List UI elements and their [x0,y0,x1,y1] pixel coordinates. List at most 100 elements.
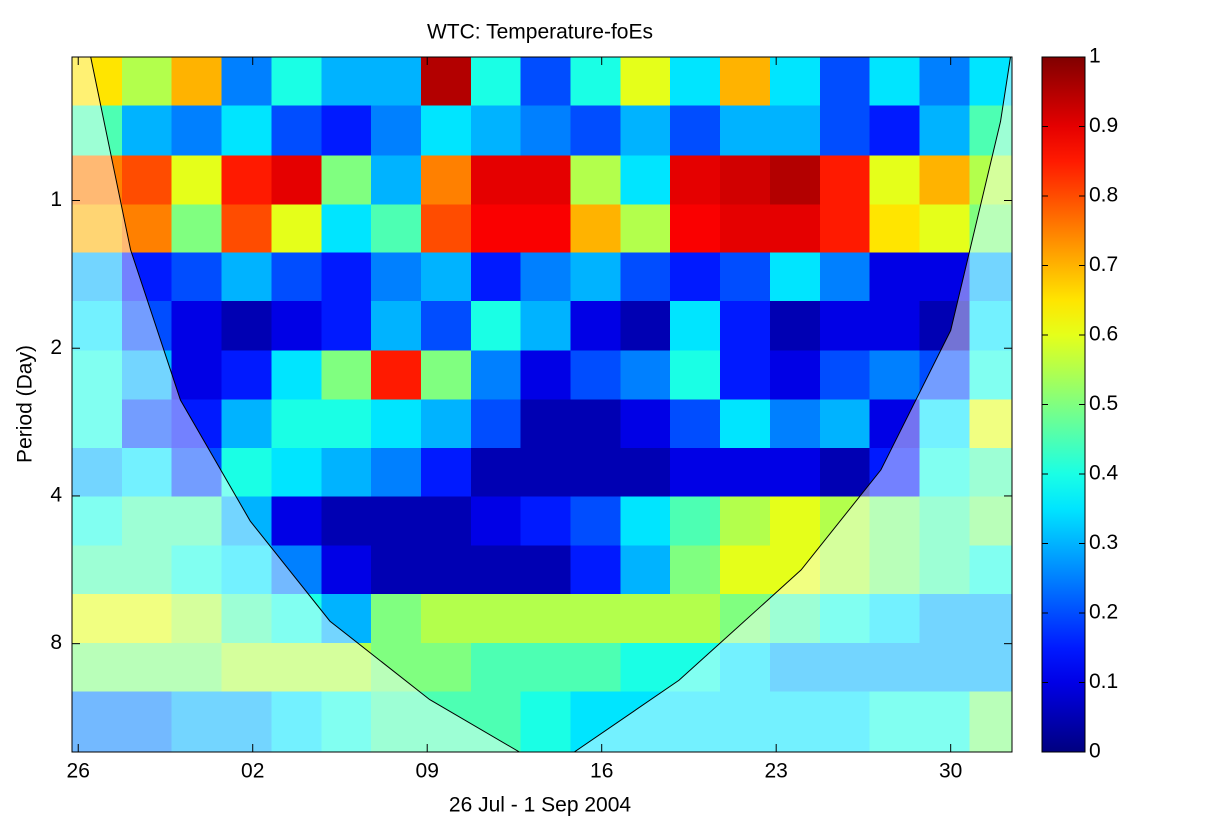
heatmap-cell [769,545,821,595]
heatmap-cell [420,594,472,644]
heatmap-cell [620,350,671,401]
heatmap-cell [570,399,621,449]
colorbar-tick-label: 0.4 [1089,462,1119,485]
heatmap-cell [171,57,223,107]
heatmap-cell [121,594,173,644]
heatmap-cell [171,545,223,595]
heatmap-cell [919,155,970,206]
heatmap-cell [570,301,621,352]
heatmap-cell [271,691,322,752]
heatmap-cell [72,301,123,352]
heatmap-cell [520,252,572,302]
heatmap-cell [869,691,921,752]
heatmap-cell [72,204,123,254]
heatmap-cell [969,642,1012,693]
heatmap-cell [171,496,223,547]
x-tick-label: 09 [416,760,439,783]
colorbar-tick-label: 0.2 [1089,601,1118,624]
heatmap-cell [321,594,372,644]
heatmap-cell [72,448,123,498]
heatmap-cell [570,594,621,644]
heatmap-cell [121,57,173,107]
heatmap-cell [520,155,572,206]
heatmap-cell [670,496,721,547]
heatmap-cell [470,496,522,547]
heatmap-cell [869,301,921,352]
heatmap-cell [869,105,921,157]
heatmap-cell [670,545,721,595]
heatmap-cell [620,594,671,644]
heatmap-cell [769,204,821,254]
plot-frame [71,56,1013,753]
heatmap-cell [420,204,472,254]
heatmap-cell [470,57,522,107]
heatmap-cell [769,691,821,752]
heatmap-cell [321,204,372,254]
x-axis-label: 26 Jul - 1 Sep 2004 [449,794,631,817]
heatmap-cell [371,301,422,352]
heatmap-cell [121,204,173,254]
heatmap-cell [72,57,123,107]
heatmap-cell [969,545,1012,595]
heatmap-cell [470,448,522,498]
heatmap-cell [620,496,671,547]
heatmap-cell [670,301,721,352]
heatmap-cell [620,301,671,352]
heatmap-cell [321,105,372,157]
heatmap-cell [769,642,821,693]
heatmap-cell [470,204,522,254]
heatmap-cell [420,105,472,157]
heatmap-cell [620,155,671,206]
chart-title: WTC: Temperature-foEs [427,21,653,44]
heatmap-cell [869,252,921,302]
y-tick-label: 1 [50,188,62,211]
heatmap-cell [769,350,821,401]
heatmap-cell [620,105,671,157]
heatmap-cell [371,496,422,547]
heatmap-cell [72,594,123,644]
heatmap-cell [371,155,422,206]
heatmap-cell [420,448,472,498]
heatmap-cell [769,105,821,157]
heatmap-cell [819,545,871,595]
heatmap-cell [819,399,871,449]
heatmap-cell [470,252,522,302]
heatmap-cell [520,350,572,401]
heatmap-cell [969,252,1012,302]
heatmap-cell [121,399,173,449]
heatmap-cell [221,155,273,206]
heatmap-cell [420,496,472,547]
heatmap-cell [720,545,771,595]
heatmap-cell [919,399,970,449]
heatmap-cell [321,301,372,352]
heatmap-cell [969,57,1012,107]
heatmap-cell [919,105,970,157]
heatmap-cell [769,594,821,644]
heatmap-cell [371,448,422,498]
heatmap-cell [969,105,1012,157]
heatmap-cell [720,642,771,693]
heatmap-cell [819,691,871,752]
heatmap-cell [520,594,572,644]
heatmap-cell [420,252,472,302]
heatmap-cell [371,252,422,302]
heatmap-cell [171,252,223,302]
heatmap-cell [420,301,472,352]
heatmap-cell [570,204,621,254]
heatmap-cell [670,642,721,693]
heatmap-cell [221,448,273,498]
heatmap-cell [720,204,771,254]
heatmap-cell [819,448,871,498]
heatmap-cell [271,155,322,206]
heatmap-cell [720,350,771,401]
heatmap-cell [371,57,422,107]
heatmap-cell [371,399,422,449]
colorbar-tick-label: 0 [1089,740,1101,763]
heatmap-cell [670,204,721,254]
heatmap-cell [221,105,273,157]
heatmap-cell [769,301,821,352]
heatmap-cell [720,301,771,352]
heatmap-cell [720,399,771,449]
heatmap-cell [72,155,123,206]
heatmap-cell [869,545,921,595]
